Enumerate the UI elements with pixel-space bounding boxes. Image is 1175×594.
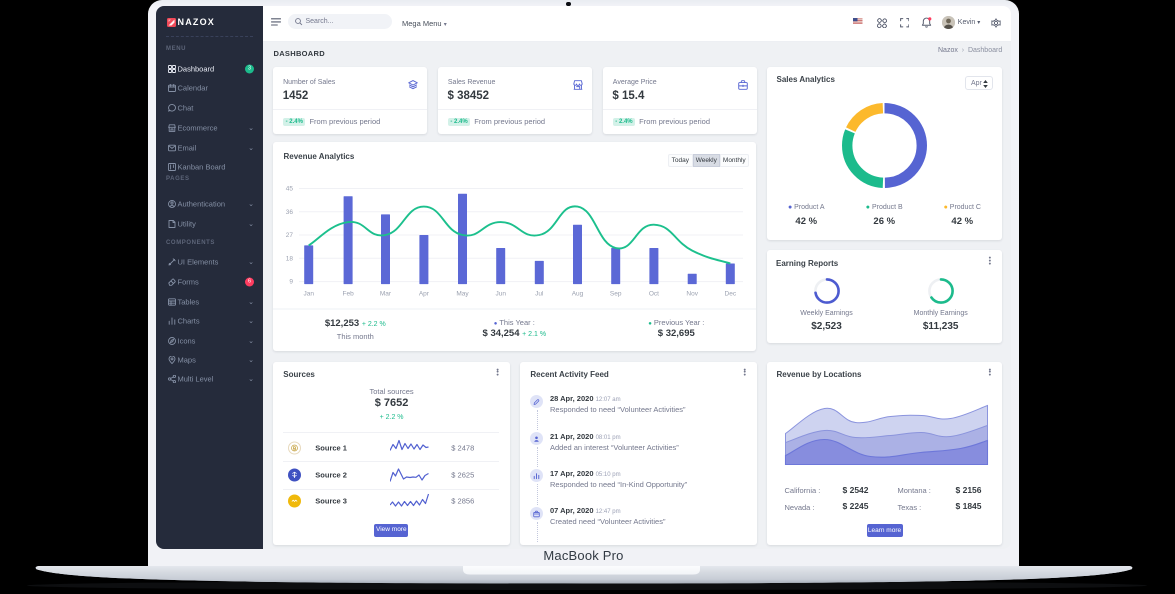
svg-text:Mar: Mar xyxy=(380,290,392,297)
svg-text:Jun: Jun xyxy=(496,290,507,297)
svg-text:Feb: Feb xyxy=(343,290,355,297)
svg-text:18: 18 xyxy=(286,255,294,262)
svg-text:45: 45 xyxy=(286,185,294,192)
svg-text:Aug: Aug xyxy=(572,290,584,297)
svg-text:Jan: Jan xyxy=(304,290,315,297)
svg-text:Jul: Jul xyxy=(535,290,544,297)
svg-text:36: 36 xyxy=(286,208,294,215)
svg-text:Oct: Oct xyxy=(649,290,659,297)
svg-text:Nov: Nov xyxy=(687,290,699,297)
svg-text:Sep: Sep xyxy=(610,290,622,297)
svg-text:Apr: Apr xyxy=(419,290,430,297)
svg-text:9: 9 xyxy=(290,278,294,285)
svg-text:27: 27 xyxy=(286,232,294,239)
svg-text:Dec: Dec xyxy=(725,290,737,297)
svg-text:May: May xyxy=(457,290,470,297)
